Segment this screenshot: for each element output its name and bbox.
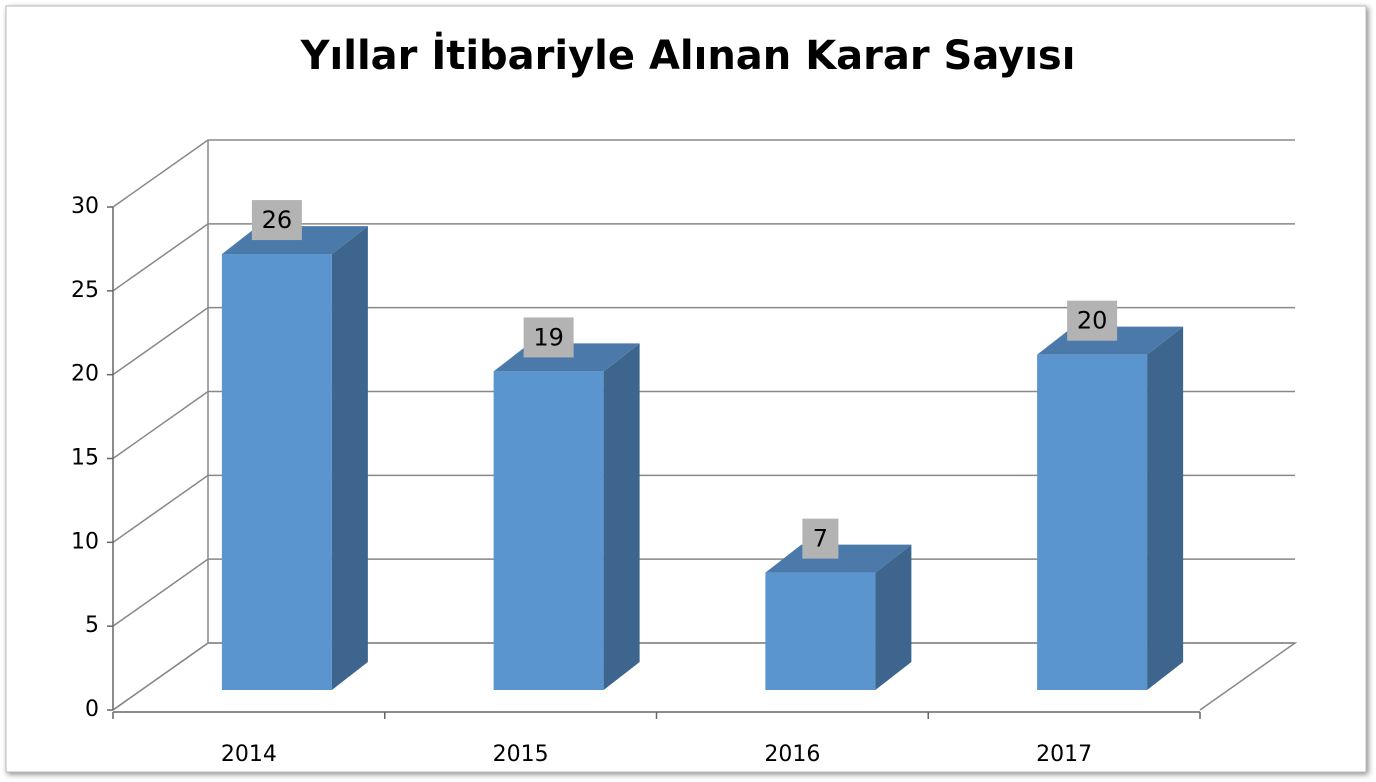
x-tick-label: 2015 [493,742,549,767]
x-tick-label: 2017 [1036,742,1092,767]
y-tick-label: 10 [71,529,99,554]
data-label-box [523,317,574,358]
bar [221,254,332,691]
bar-side [331,226,368,691]
grid-line [112,558,1295,627]
data-label-box [251,200,302,241]
y-tick-label: 25 [71,278,99,303]
bar [1037,354,1148,690]
data-label-box [1067,300,1118,341]
data-label: 26 [262,206,293,234]
bar [493,371,604,690]
y-tick-label: 15 [71,446,99,471]
bar [765,572,876,690]
x-tick-label: 2014 [221,742,277,767]
grid-line [112,390,1295,460]
data-label-box [802,518,839,559]
data-label: 20 [1077,307,1108,335]
y-tick-label: 20 [71,362,99,387]
grid-line [112,474,1295,543]
y-tick-label: 5 [85,613,99,638]
bar-side [1147,326,1184,690]
data-label: 7 [813,525,828,553]
x-tick-label: 2016 [764,742,820,767]
grid-line [112,223,1295,292]
grid-line [112,139,1295,208]
y-tick-label: 30 [71,194,99,219]
grid-line [112,642,1295,711]
chart-title: Yıllar İtibariyle Alınan Karar Sayısı [300,31,1076,79]
bar-side [875,544,912,690]
bar-side [603,343,640,690]
y-tick-label: 0 [85,697,99,722]
grid-line [112,306,1295,376]
data-label: 19 [533,323,564,351]
